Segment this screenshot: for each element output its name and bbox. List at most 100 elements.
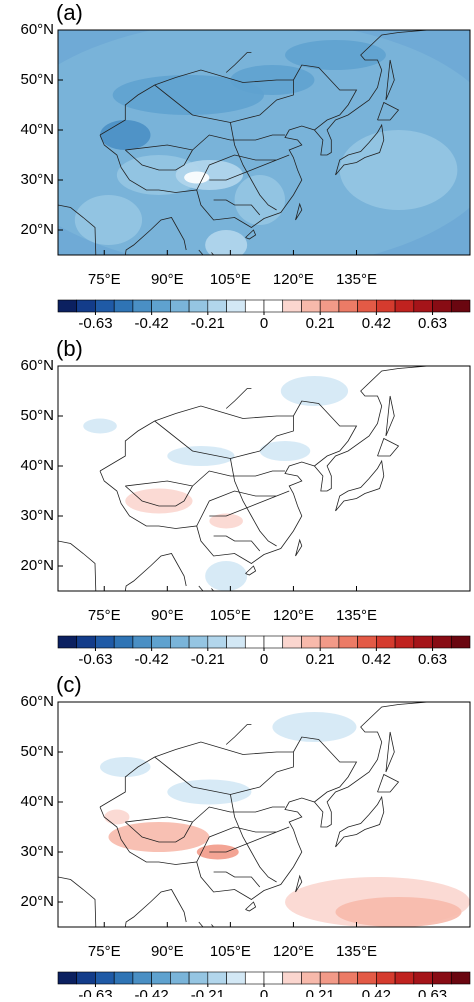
field-patch (339, 130, 458, 210)
field-patch (112, 75, 264, 115)
colorbar-box (263, 971, 284, 985)
field-patch (184, 171, 210, 184)
boundary-line (245, 565, 257, 576)
map-field (58, 30, 470, 255)
y-tick-label: 40°N (20, 121, 54, 138)
x-tick-label: 105°E (210, 271, 251, 288)
field-patch (280, 376, 349, 406)
boundary-line (125, 470, 285, 487)
boundary-line (125, 821, 193, 843)
boundary-line (99, 400, 358, 472)
colorbar-box (132, 971, 152, 985)
colorbar-box (113, 635, 134, 649)
field-patch (167, 779, 252, 805)
colorbar-box (413, 635, 433, 649)
boundary-line (125, 485, 193, 507)
boundary-line (154, 69, 294, 86)
colorbar-box (244, 635, 265, 649)
boundary-line (58, 204, 97, 255)
boundary-line (295, 202, 303, 221)
field-patch (74, 195, 143, 245)
field-patch (108, 822, 210, 852)
colorbar-label: 0 (260, 651, 268, 668)
map-frame (57, 701, 471, 928)
colorbar-box (95, 299, 115, 313)
boundary-line (295, 538, 303, 557)
colorbar-box (132, 635, 152, 649)
boundary-line (230, 122, 277, 211)
boundary-line (58, 876, 97, 927)
field-patch (100, 120, 151, 150)
boundary-line (225, 388, 252, 409)
map-frame (57, 29, 471, 256)
colorbar-box (57, 971, 78, 985)
x-tick-label: 90°E (151, 607, 184, 624)
x-tick-label: 105°E (210, 943, 251, 960)
boundary-line (245, 901, 257, 912)
y-tick-label: 50°N (20, 743, 54, 760)
colorbar-label: -0.42 (135, 315, 169, 332)
colorbar-label: 0.42 (362, 651, 391, 668)
field-patch (205, 230, 248, 255)
colorbar-label: 0.63 (418, 651, 447, 668)
x-tick-label: 105°E (210, 607, 251, 624)
colorbar-label: 0.63 (418, 315, 447, 332)
x-tick-label: 135°E (336, 271, 377, 288)
colorbar-label: 0.42 (362, 987, 391, 997)
colorbar-box (263, 635, 284, 649)
colorbar-label: 0 (260, 315, 268, 332)
colorbar-label: -0.63 (78, 987, 112, 997)
colorbar-box (357, 299, 377, 313)
colorbar-label: 0.63 (418, 987, 447, 997)
colorbar-label: 0.42 (362, 315, 391, 332)
boundary-line (225, 724, 252, 745)
colorbar-box (151, 299, 171, 313)
field-patch (83, 418, 117, 434)
field-patch (104, 809, 130, 825)
colorbar-box (95, 635, 115, 649)
boundary-line (211, 924, 215, 927)
colorbar-box (319, 971, 340, 985)
boundary-line (213, 199, 261, 216)
boundary-line (124, 217, 187, 255)
boundary-line (377, 101, 400, 121)
colorbar-label: -0.63 (78, 315, 112, 332)
boundary-line (335, 459, 385, 512)
x-tick-label: 90°E (151, 271, 184, 288)
boundary-line (154, 405, 294, 422)
colorbar-box (282, 299, 302, 313)
colorbar-box (76, 299, 96, 313)
y-tick-label: 20°N (20, 893, 54, 910)
colorbar-box (301, 971, 321, 985)
boundary-line (213, 871, 261, 888)
y-tick-label: 40°N (20, 457, 54, 474)
boundary-line (124, 889, 187, 927)
colorbar-box (394, 635, 415, 649)
boundary-line (99, 806, 244, 895)
x-tick-label: 120°E (273, 607, 314, 624)
x-tick-label: 135°E (336, 607, 377, 624)
boundary-line (99, 470, 244, 559)
boundary-line (230, 794, 277, 883)
colorbar-box (244, 299, 265, 313)
colorbar-label: 0 (260, 987, 268, 997)
colorbar-box (394, 971, 415, 985)
colorbar-box (413, 971, 433, 985)
x-tick-label: 120°E (273, 943, 314, 960)
y-tick-label: 20°N (20, 221, 54, 238)
x-tick-label: 75°E (88, 271, 121, 288)
colorbar-box (226, 635, 246, 649)
boundary-line (245, 229, 257, 240)
boundary-line (242, 30, 429, 228)
boundary-line (99, 736, 358, 808)
boundary-line (99, 134, 244, 223)
colorbar-box (188, 635, 209, 649)
boundary-line (125, 149, 193, 171)
boundary-line (196, 826, 290, 863)
colorbar-box (319, 635, 340, 649)
field-patch (205, 561, 248, 591)
field-patch (259, 441, 311, 461)
colorbar-box (319, 299, 340, 313)
map-field (58, 366, 429, 591)
colorbar-box (357, 971, 377, 985)
